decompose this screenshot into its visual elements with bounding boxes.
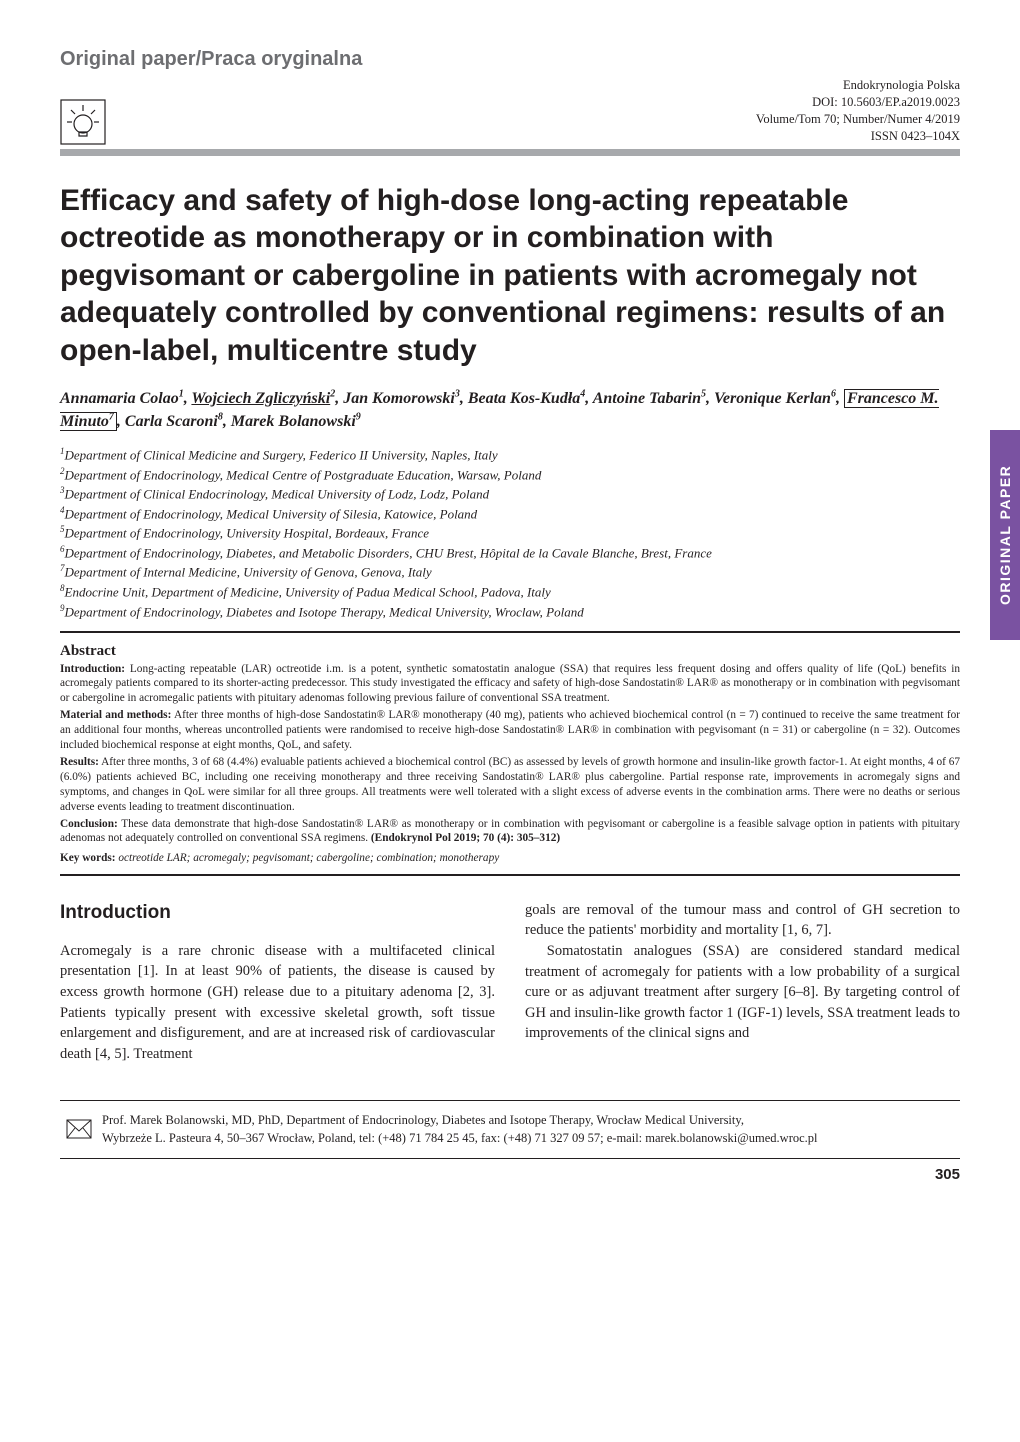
affiliation-line: 2Department of Endocrinology, Medical Ce… xyxy=(60,465,960,485)
left-column: Introduction Acromegaly is a rare chroni… xyxy=(60,900,495,1064)
article-title: Efficacy and safety of high-dose long-ac… xyxy=(60,182,960,370)
affiliation-line: 4Department of Endocrinology, Medical Un… xyxy=(60,504,960,524)
intro-heading: Introduction xyxy=(60,900,495,927)
abstract-intro: Introduction: Long-acting repeatable (LA… xyxy=(60,662,960,707)
header-row: Original paper/Praca oryginalna xyxy=(60,48,960,71)
journal-meta: Endokrynologia Polska DOI: 10.5603/EP.a2… xyxy=(756,77,960,145)
rule-thin xyxy=(60,155,960,156)
abstract-methods: Material and methods: After three months… xyxy=(60,708,960,753)
right-column: goals are removal of the tumour mass and… xyxy=(525,900,960,1064)
intro-right-text-1: goals are removal of the tumour mass and… xyxy=(525,900,960,941)
abstract-conclusion: Conclusion: These data demonstrate that … xyxy=(60,817,960,847)
page: Original paper/Praca oryginalna Endokryn… xyxy=(0,0,1020,1199)
abstract-results: Results: After three months, 3 of 68 (4.… xyxy=(60,755,960,815)
affiliation-line: 3Department of Clinical Endocrinology, M… xyxy=(60,484,960,504)
body-columns: Introduction Acromegaly is a rare chroni… xyxy=(60,900,960,1064)
lightbulb-icon: Endokrynologia Polska DOI: 10.5603/EP.a2… xyxy=(60,77,960,145)
keywords: Key words: octreotide LAR; acromegaly; p… xyxy=(60,852,960,864)
intro-left-text: Acromegaly is a rare chronic disease wit… xyxy=(60,941,495,1064)
correspondence-text: Prof. Marek Bolanowski, MD, PhD, Departm… xyxy=(102,1111,818,1147)
abstract-heading: Abstract xyxy=(60,643,960,660)
envelope-icon xyxy=(66,1119,92,1139)
affiliation-line: 1Department of Clinical Medicine and Sur… xyxy=(60,445,960,465)
correspondence-box: Prof. Marek Bolanowski, MD, PhD, Departm… xyxy=(60,1100,960,1158)
authors-list: Annamaria Colao1, Wojciech Zgliczyński2,… xyxy=(60,387,960,433)
affiliations-list: 1Department of Clinical Medicine and Sur… xyxy=(60,445,960,621)
sidebar-tab: ORIGINAL PAPER xyxy=(990,430,1020,640)
lightbulb-svg xyxy=(60,99,106,145)
affiliation-line: 5Department of Endocrinology, University… xyxy=(60,523,960,543)
abstract-body: Introduction: Long-acting repeatable (LA… xyxy=(60,662,960,847)
divider xyxy=(60,874,960,876)
journal-name: Endokrynologia Polska xyxy=(756,77,960,94)
affiliation-line: 6Department of Endocrinology, Diabetes, … xyxy=(60,543,960,563)
affiliation-line: 8Endocrine Unit, Department of Medicine,… xyxy=(60,582,960,602)
intro-right-text-2: Somatostatin analogues (SSA) are conside… xyxy=(525,941,960,1044)
page-number: 305 xyxy=(935,1166,960,1183)
journal-issn: ISSN 0423–104X xyxy=(756,128,960,145)
journal-doi: DOI: 10.5603/EP.a2019.0023 xyxy=(756,94,960,111)
section-label: Original paper/Praca oryginalna xyxy=(60,48,362,71)
divider xyxy=(60,631,960,633)
affiliation-line: 7Department of Internal Medicine, Univer… xyxy=(60,562,960,582)
affiliation-line: 9Department of Endocrinology, Diabetes a… xyxy=(60,602,960,622)
journal-volume: Volume/Tom 70; Number/Numer 4/2019 xyxy=(756,111,960,128)
